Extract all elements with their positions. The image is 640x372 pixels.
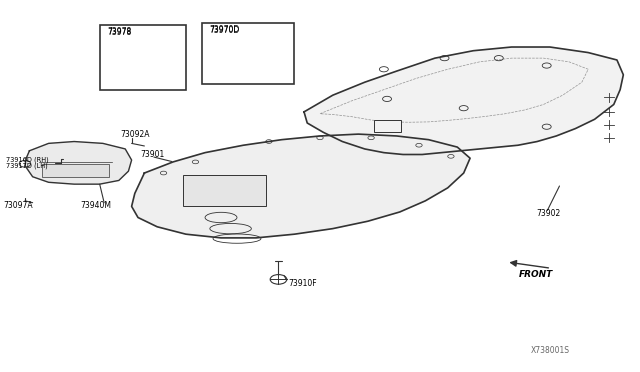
Bar	[100, 25, 186, 90]
Text: 73978: 73978	[108, 28, 132, 37]
Text: 73910F: 73910F	[288, 279, 317, 288]
Bar	[202, 23, 294, 84]
Polygon shape	[304, 47, 623, 154]
Bar	[182, 175, 266, 206]
Polygon shape	[25, 141, 132, 184]
Bar	[374, 120, 401, 132]
Text: X738001S: X738001S	[531, 346, 570, 355]
Text: 73901: 73901	[140, 150, 164, 159]
Text: 73917D (LH): 73917D (LH)	[6, 162, 47, 169]
Text: 73902: 73902	[536, 209, 560, 218]
Text: 73940M: 73940M	[81, 201, 111, 210]
Text: 73092A: 73092A	[121, 130, 150, 140]
Text: 73970D: 73970D	[209, 25, 240, 34]
Text: 73097A: 73097A	[3, 201, 33, 210]
Text: 73978: 73978	[108, 27, 132, 36]
Text: 73916D (RH): 73916D (RH)	[6, 156, 49, 163]
Text: FRONT: FRONT	[519, 270, 554, 279]
Text: 73970D: 73970D	[209, 26, 240, 35]
Bar	[42, 164, 109, 177]
Polygon shape	[132, 134, 470, 238]
